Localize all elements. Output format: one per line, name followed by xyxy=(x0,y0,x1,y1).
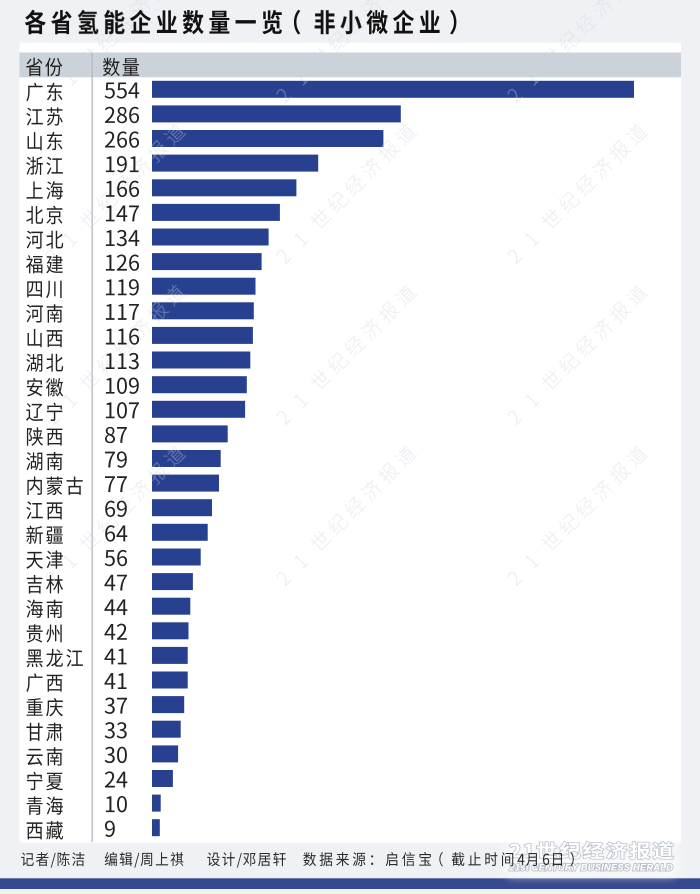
svg-text:21st CENTURY BUSINESS HERALD: 21st CENTURY BUSINESS HERALD xyxy=(509,862,674,873)
